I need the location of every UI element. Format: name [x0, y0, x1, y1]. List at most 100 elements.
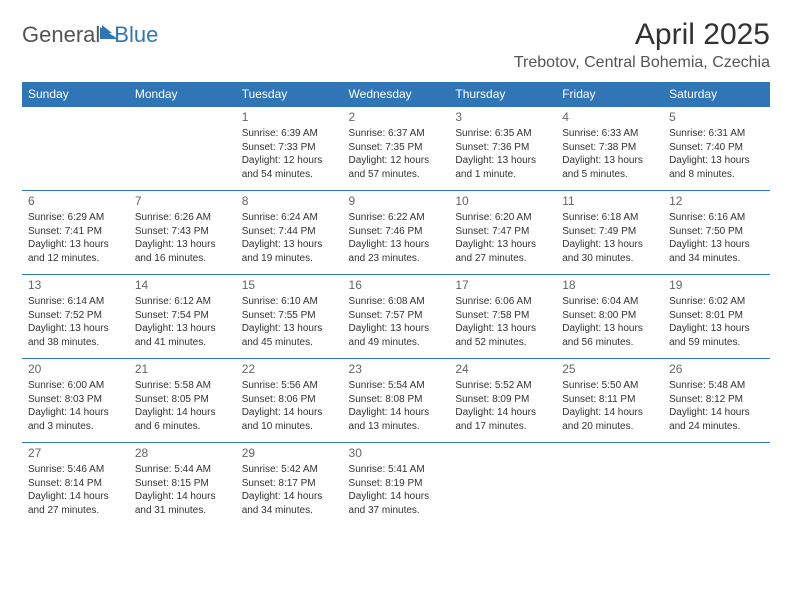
daylight-text: Daylight: 13 hours and 16 minutes.	[135, 238, 230, 265]
day-cell	[22, 107, 129, 191]
daylight-text: Daylight: 14 hours and 3 minutes.	[28, 406, 123, 433]
sunset-text: Sunset: 8:06 PM	[242, 393, 337, 407]
sunrise-text: Sunrise: 5:58 AM	[135, 379, 230, 393]
day-cell	[129, 107, 236, 191]
day-cell: 19Sunrise: 6:02 AMSunset: 8:01 PMDayligh…	[663, 275, 770, 359]
day-number: 30	[349, 445, 444, 461]
day-number: 16	[349, 277, 444, 293]
sunset-text: Sunset: 7:38 PM	[562, 141, 657, 155]
day-cell: 20Sunrise: 6:00 AMSunset: 8:03 PMDayligh…	[22, 359, 129, 443]
daylight-text: Daylight: 12 hours and 57 minutes.	[349, 154, 444, 181]
sunset-text: Sunset: 7:33 PM	[242, 141, 337, 155]
col-tuesday: Tuesday	[236, 82, 343, 107]
sunset-text: Sunset: 7:46 PM	[349, 225, 444, 239]
sunset-text: Sunset: 7:40 PM	[669, 141, 764, 155]
day-number: 24	[455, 361, 550, 377]
daylight-text: Daylight: 14 hours and 27 minutes.	[28, 490, 123, 517]
day-cell: 6 Sunrise: 6:29 AMSunset: 7:41 PMDaylight…	[22, 191, 129, 275]
sunrise-text: Sunrise: 6:02 AM	[669, 295, 764, 309]
sunset-text: Sunset: 8:12 PM	[669, 393, 764, 407]
sunrise-text: Sunrise: 5:42 AM	[242, 463, 337, 477]
day-number: 8	[242, 193, 337, 209]
day-cell	[449, 443, 556, 527]
sunrise-text: Sunrise: 5:54 AM	[349, 379, 444, 393]
day-cell: 12Sunrise: 6:16 AMSunset: 7:50 PMDayligh…	[663, 191, 770, 275]
calendar-body: 1 Sunrise: 6:39 AMSunset: 7:33 PM Daylight…	[22, 107, 770, 527]
daylight-text: Daylight: 14 hours and 24 minutes.	[669, 406, 764, 433]
daylight-text: Daylight: 13 hours and 49 minutes.	[349, 322, 444, 349]
day-cell: 15Sunrise: 6:10 AMSunset: 7:55 PMDayligh…	[236, 275, 343, 359]
day-cell: 17Sunrise: 6:06 AMSunset: 7:58 PMDayligh…	[449, 275, 556, 359]
daylight-text: Daylight: 13 hours and 30 minutes.	[562, 238, 657, 265]
day-cell: 22Sunrise: 5:56 AMSunset: 8:06 PMDayligh…	[236, 359, 343, 443]
sunset-text: Sunset: 7:41 PM	[28, 225, 123, 239]
day-cell: 7Sunrise: 6:26 AMSunset: 7:43 PMDaylight…	[129, 191, 236, 275]
sunrise-text: Sunrise: 5:41 AM	[349, 463, 444, 477]
sunrise-text: Sunrise: 6:24 AM	[242, 211, 337, 225]
logo-text-2: Blue	[114, 22, 158, 48]
day-number: 5	[669, 109, 764, 125]
daylight-text: Daylight: 14 hours and 6 minutes.	[135, 406, 230, 433]
day-number: 28	[135, 445, 230, 461]
daylight-text: Daylight: 14 hours and 34 minutes.	[242, 490, 337, 517]
sunrise-text: Sunrise: 6:08 AM	[349, 295, 444, 309]
sunrise-text: Sunrise: 6:29 AM	[28, 211, 123, 225]
day-number: 6	[28, 193, 123, 209]
day-cell: 25Sunrise: 5:50 AMSunset: 8:11 PMDayligh…	[556, 359, 663, 443]
daylight-text: Daylight: 14 hours and 10 minutes.	[242, 406, 337, 433]
logo: General Blue	[22, 22, 158, 48]
daylight-text: Daylight: 14 hours and 37 minutes.	[349, 490, 444, 517]
day-number: 20	[28, 361, 123, 377]
sunrise-text: Sunrise: 6:14 AM	[28, 295, 123, 309]
day-cell	[556, 443, 663, 527]
sunset-text: Sunset: 8:01 PM	[669, 309, 764, 323]
page-subtitle: Trebotov, Central Bohemia, Czechia	[514, 54, 770, 72]
day-number: 12	[669, 193, 764, 209]
sunset-text: Sunset: 7:49 PM	[562, 225, 657, 239]
sunset-text: Sunset: 7:57 PM	[349, 309, 444, 323]
daylight-text: Daylight: 14 hours and 31 minutes.	[135, 490, 230, 517]
daylight-text: Daylight: 13 hours and 27 minutes.	[455, 238, 550, 265]
page-title: April 2025	[514, 18, 770, 52]
sunset-text: Sunset: 7:50 PM	[669, 225, 764, 239]
sunset-text: Sunset: 7:36 PM	[455, 141, 550, 155]
sunset-text: Sunset: 8:00 PM	[562, 309, 657, 323]
day-number: 7	[135, 193, 230, 209]
week-row: 27Sunrise: 5:46 AMSunset: 8:14 PMDayligh…	[22, 443, 770, 527]
sunset-text: Sunset: 7:54 PM	[135, 309, 230, 323]
day-cell: 14Sunrise: 6:12 AMSunset: 7:54 PMDayligh…	[129, 275, 236, 359]
sunrise-text: Sunrise: 5:52 AM	[455, 379, 550, 393]
daylight-text: Daylight: 13 hours and 5 minutes.	[562, 154, 657, 181]
day-cell: 9Sunrise: 6:22 AMSunset: 7:46 PMDaylight…	[343, 191, 450, 275]
day-cell: 2Sunrise: 6:37 AMSunset: 7:35 PMDaylight…	[343, 107, 450, 191]
daylight-text: Daylight: 13 hours and 52 minutes.	[455, 322, 550, 349]
sunset-text: Sunset: 8:09 PM	[455, 393, 550, 407]
sunrise-text: Sunrise: 6:37 AM	[349, 127, 444, 141]
day-number: 13	[28, 277, 123, 293]
daylight-text: Daylight: 13 hours and 45 minutes.	[242, 322, 337, 349]
sunrise-text: Sunrise: 6:12 AM	[135, 295, 230, 309]
calendar-table: Sunday Monday Tuesday Wednesday Thursday…	[22, 82, 770, 527]
day-cell: 4Sunrise: 6:33 AMSunset: 7:38 PMDaylight…	[556, 107, 663, 191]
day-number: 27	[28, 445, 123, 461]
sunset-text: Sunset: 8:03 PM	[28, 393, 123, 407]
day-cell	[663, 443, 770, 527]
sunrise-text: Sunrise: 5:44 AM	[135, 463, 230, 477]
day-number: 9	[349, 193, 444, 209]
col-thursday: Thursday	[449, 82, 556, 107]
calendar-page: General Blue April 2025 Trebotov, Centra…	[0, 0, 792, 545]
sunset-text: Sunset: 7:52 PM	[28, 309, 123, 323]
week-row: 1 Sunrise: 6:39 AMSunset: 7:33 PM Daylight…	[22, 107, 770, 191]
sunrise-text: Sunrise: 6:06 AM	[455, 295, 550, 309]
sunset-text: Sunset: 8:05 PM	[135, 393, 230, 407]
daylight-text: Daylight: 13 hours and 12 minutes.	[28, 238, 123, 265]
logo-text-1: General	[22, 22, 100, 48]
daylight-text: Daylight: 13 hours and 34 minutes.	[669, 238, 764, 265]
sunset-text: Sunset: 8:08 PM	[349, 393, 444, 407]
day-number: 1	[242, 109, 337, 125]
daylight-text: Daylight: 14 hours and 20 minutes.	[562, 406, 657, 433]
day-number: 15	[242, 277, 337, 293]
sunrise-text: Sunrise: 6:10 AM	[242, 295, 337, 309]
daylight-text: Daylight: 13 hours and 38 minutes.	[28, 322, 123, 349]
sunrise-text: Sunrise: 6:39 AM	[242, 127, 337, 141]
